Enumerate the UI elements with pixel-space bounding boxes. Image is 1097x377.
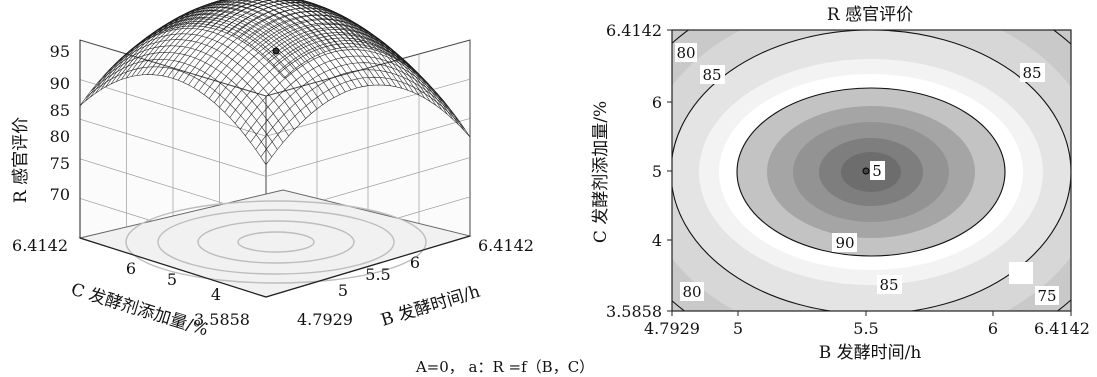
floor-contour	[125, 200, 427, 284]
b-axis-label: B 发酵时间/h	[379, 282, 483, 331]
c-tick-label: 5	[167, 270, 177, 289]
contour-label: 90	[835, 234, 854, 252]
mesh-line-b	[79, 74, 267, 165]
c-tick-label: 6	[126, 259, 136, 278]
mesh-line-b	[164, 0, 352, 90]
floor-contour	[197, 220, 355, 264]
contour-line-90	[736, 87, 1006, 257]
mesh-line-b	[159, 1, 346, 93]
mesh-line-b	[215, 0, 403, 89]
surface-plot: 95 90 85 80 75 70 R 感官评价 6.4142 6 5 4 3.…	[11, 0, 534, 340]
mesh-line-b	[108, 39, 295, 130]
mesh-line-b	[119, 28, 306, 119]
z-tick-label: 75	[50, 154, 70, 173]
contour-label: 80	[676, 44, 695, 62]
y-tick-label: 4	[652, 231, 662, 250]
contour-label: 85	[702, 66, 721, 84]
figure-caption: A=0， a：R =f（B，C）	[415, 358, 594, 376]
z-tick-label: 95	[50, 42, 70, 61]
mesh-line-b	[85, 66, 272, 158]
contour-x-ticks: 4.7929 5 5.5 6 6.4142	[644, 319, 1090, 338]
contour-label: 80	[682, 283, 701, 301]
c-tick-label: 4	[211, 285, 221, 304]
z-tick-label: 85	[50, 101, 70, 120]
mesh-line-b	[238, 7, 425, 99]
z-tick-label: 80	[50, 127, 70, 146]
contour-tick-marks	[667, 29, 1072, 316]
mesh-line-b	[91, 59, 278, 150]
b-tick-label: 5.5	[365, 265, 390, 284]
mesh-line-b	[153, 4, 340, 95]
mesh-line-b	[102, 45, 289, 137]
y-tick-label: 6.4142	[606, 21, 662, 40]
b-tick-label: 4.7929	[297, 310, 353, 329]
mesh-line-b	[204, 0, 391, 86]
mesh-line-b	[181, 0, 369, 86]
y-tick-label: 5	[652, 162, 662, 181]
b-tick-label: 6.4142	[478, 236, 534, 255]
contour-label: 75	[1037, 287, 1056, 305]
base-edge-left	[79, 237, 267, 298]
c-tick-label: 3.5858	[194, 310, 250, 329]
mesh-line-b	[113, 33, 301, 125]
floor-contour	[237, 231, 315, 253]
contour-x-label: B 发酵时间/h	[819, 343, 922, 363]
mesh-line-b	[232, 4, 420, 96]
contour-label: 85	[879, 276, 898, 294]
x-tick-label: 5	[733, 319, 743, 338]
contour-label: 85	[1022, 64, 1041, 82]
c-axis-ticks: 6.4142 6 5 4 3.5858	[12, 236, 250, 329]
contour-title: R 感官评价	[827, 5, 913, 25]
mesh-line-b	[255, 19, 442, 110]
z-tick-label: 70	[50, 185, 70, 204]
b-tick-label: 6	[410, 253, 420, 272]
c-axis-label: C 发酵剂添加量/%	[69, 280, 211, 341]
c-tick-label: 6.4142	[12, 236, 68, 255]
x-tick-label: 6	[988, 319, 998, 338]
mesh-line-b	[221, 0, 408, 91]
mesh-line-b	[96, 52, 284, 143]
contour-center-point	[862, 167, 870, 175]
surface-peak-point	[272, 47, 280, 55]
contour-label: 5	[872, 162, 882, 180]
contour-y-label: C 发酵剂添加量/%	[591, 101, 611, 243]
z-axis-label: R 感官评价	[11, 117, 31, 203]
base-edge-right	[265, 235, 471, 298]
z-tick-label: 90	[50, 74, 70, 93]
y-tick-label: 3.5858	[606, 302, 662, 321]
mesh-line-b	[176, 0, 363, 87]
mesh-line-b	[193, 0, 380, 86]
surface-mesh	[79, 0, 471, 165]
floor-contours	[125, 200, 427, 284]
mesh-line-b	[227, 2, 414, 93]
white-patch	[1009, 262, 1033, 284]
y-tick-label: 6	[652, 93, 662, 112]
contour-labels: 80 85 85 5 90 85 80 75	[675, 43, 1059, 305]
mesh-line-b	[198, 0, 386, 86]
x-tick-label: 4.7929	[644, 319, 700, 338]
z-ticks: 95 90 85 80 75 70	[50, 42, 70, 204]
mesh-line-b	[244, 11, 431, 102]
mesh-line-b	[249, 15, 437, 106]
mesh-line-b	[261, 23, 448, 115]
b-axis-ticks: 4.7929 5 5.5 6 6.4142	[297, 236, 534, 329]
b-tick-label: 5	[338, 281, 348, 300]
x-tick-label: 5.5	[853, 319, 878, 338]
mesh-line-b	[187, 0, 374, 86]
contour-y-ticks: 6.4142 6 5 4 3.5858	[606, 21, 662, 321]
floor-contour	[157, 209, 395, 275]
mesh-line-b	[170, 0, 357, 89]
x-tick-label: 6.4142	[1034, 319, 1090, 338]
mesh-line-b	[283, 46, 471, 138]
contour-plot: R 感官评价 80 85 85	[591, 5, 1090, 363]
